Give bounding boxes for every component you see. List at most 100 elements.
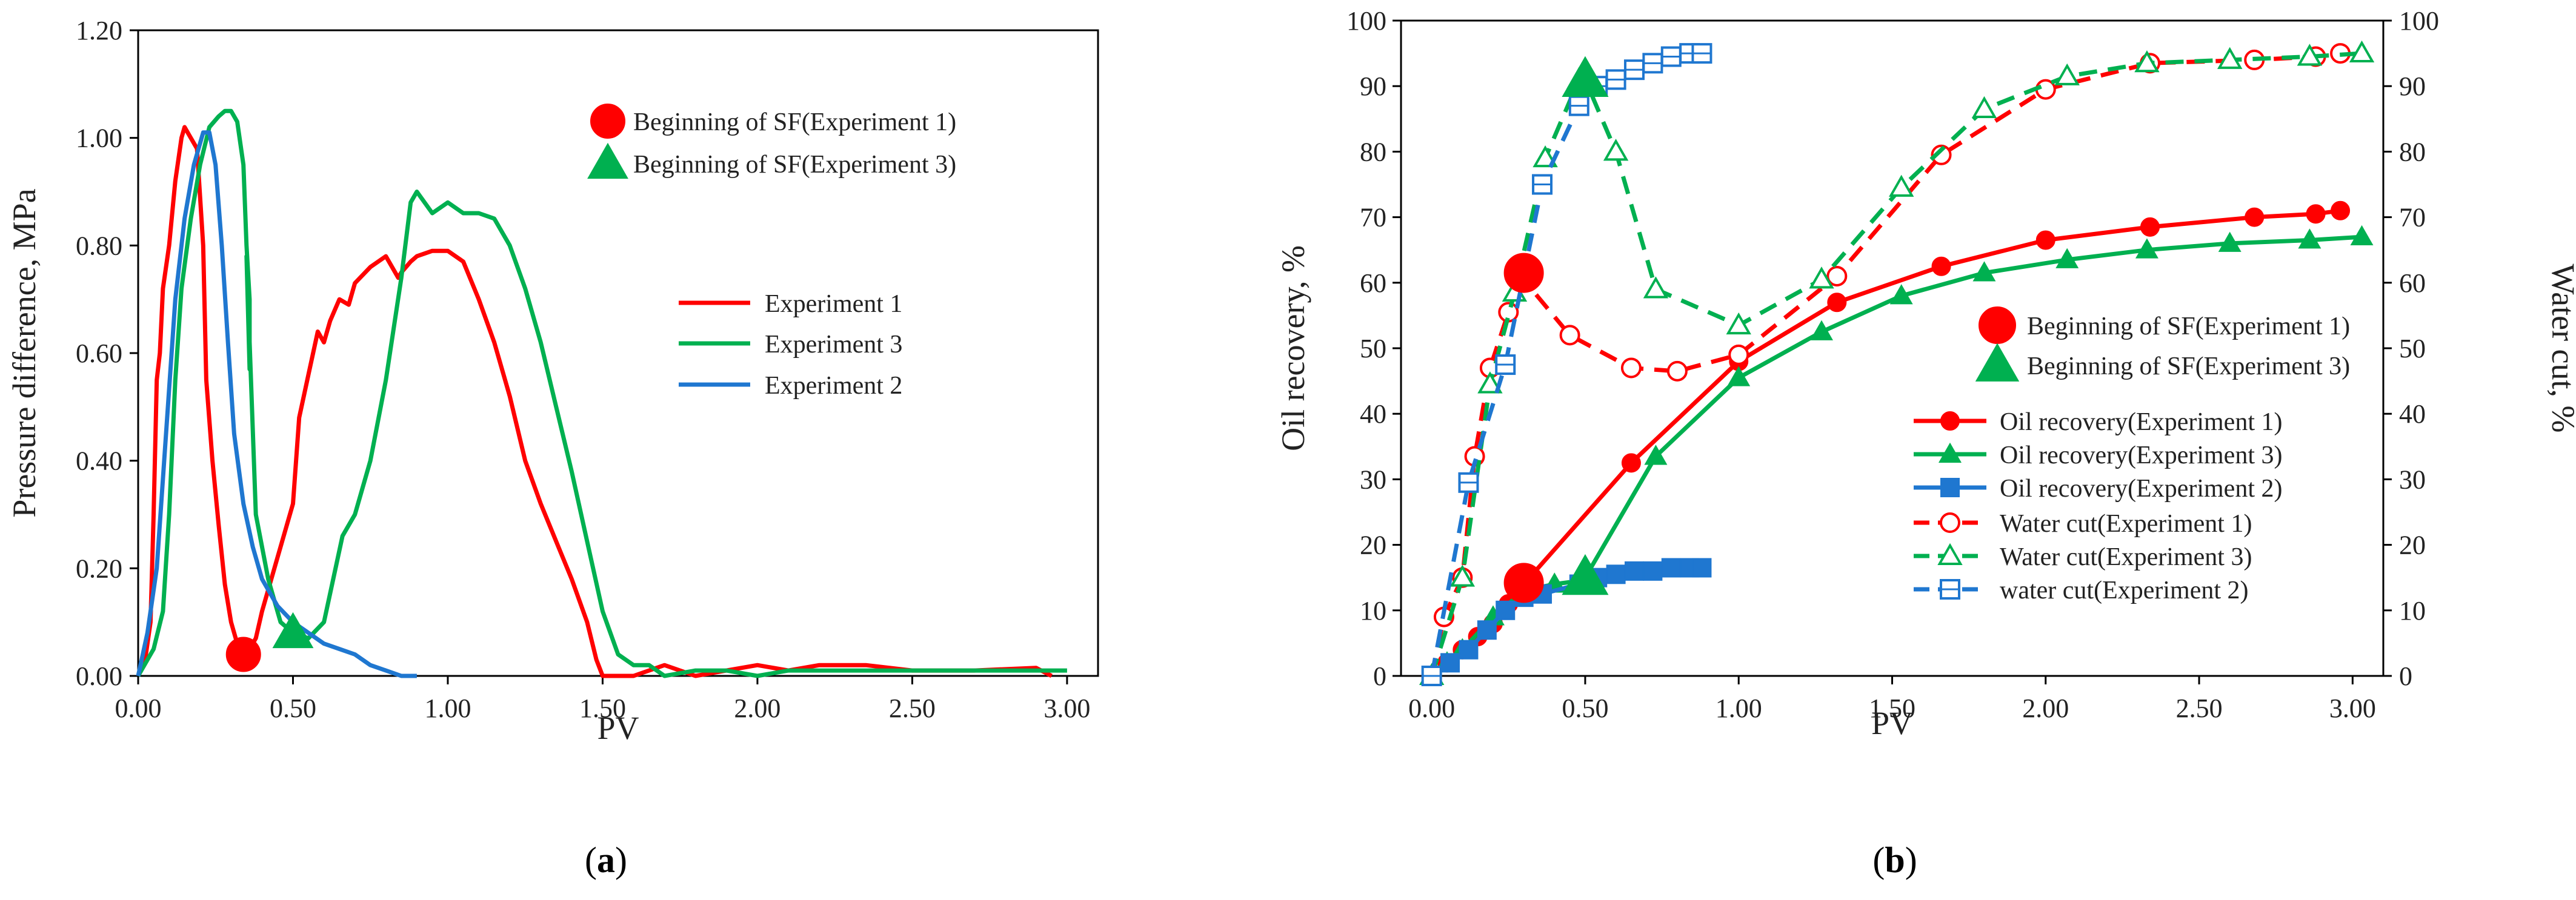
y-tick-label: 0.40 [76,446,122,476]
y2-tick-label: 100 [2399,6,2439,36]
y-tick-label: 20 [1360,531,1386,560]
data-point [1889,174,1914,197]
data-point [2297,44,2323,66]
legend-label: Beginning of SF(Experiment 3) [2027,352,2350,380]
data-point [1477,371,1503,394]
sf-start-marker [1562,554,1609,595]
data-point [2035,230,2055,250]
panel-label-b: (b) [1872,840,1917,880]
data-point [1726,312,1751,335]
sf-start-marker [1503,563,1544,603]
data-point [1440,653,1460,673]
data-point [2218,231,2242,252]
y-tick-label: 80 [1360,137,1386,167]
legend-label: Experiment 3 [765,331,902,359]
legend-label: Oil recovery(Experiment 2) [2000,475,2282,503]
y-tick-label: 0.60 [76,339,122,368]
data-point [2298,228,2321,249]
y-tick-label: 70 [1360,203,1386,233]
data-point [2245,207,2265,227]
data-point [1931,144,1952,165]
data-point [1559,325,1580,346]
y2-tick-label: 90 [2399,71,2426,101]
y-tick-label: 100 [1346,6,1386,36]
y2-tick-label: 40 [2399,399,2426,429]
sf-start-marker [1562,56,1609,97]
series-line-experiment-3 [136,108,1067,678]
data-point [2140,217,2160,237]
y-tick-label: 40 [1360,399,1386,429]
legend-marker [1940,411,1960,431]
sf-start-marker [225,637,261,672]
y-tick-label: 0 [1373,661,1386,691]
series-line [1429,51,2362,677]
data-point [1728,344,1749,365]
data-point [2331,200,2351,220]
y2-tick-label: 10 [2399,596,2426,626]
legend-label: Water cut(Experiment 1) [2000,510,2252,538]
legend-marker [1979,306,2016,344]
panel-label-a: (a) [585,840,627,880]
legend-label: Beginning of SF(Experiment 3) [633,151,956,179]
y2-tick-label: 20 [2399,531,2426,560]
data-point [1809,266,1834,289]
legend-marker [1939,442,1962,463]
legend-marker [1940,512,1960,533]
data-point [1692,558,1712,578]
data-point [1449,564,1476,587]
x-tick-label: 0.00 [115,693,162,723]
legend-marker [590,104,625,139]
data-point [1810,320,1833,340]
y-tick-label: 10 [1360,596,1386,626]
y-tick-label: 30 [1360,465,1386,494]
data-point [1643,276,1669,299]
data-point [1533,145,1558,168]
y2-axis-title: Water cut, % [2545,263,2576,432]
legend-label: Experiment 1 [765,290,902,318]
x-tick-label: 0.00 [1408,693,1455,723]
legend-marker [1975,343,2020,382]
y2-tick-label: 80 [2399,137,2426,167]
data-point [1644,445,1668,465]
legend-label: water cut(Experiment 2) [2000,577,2248,604]
legend-label: Oil recovery(Experiment 1) [2000,408,2282,436]
y-tick-label: 0.00 [76,661,122,691]
data-point [1827,293,1847,313]
y2-tick-label: 70 [2399,203,2426,233]
y-axis-title: Oil recovery, % [1275,245,1311,451]
data-point [1931,256,1951,276]
legend-label: Beginning of SF(Experiment 1) [633,108,956,136]
y-axis-title: Pressure difference, MPa [6,188,42,517]
data-point [1727,366,1751,386]
y2-tick-label: 60 [2399,268,2426,298]
legend-marker [1937,543,1963,565]
y-tick-label: 0.80 [76,231,122,260]
data-point [1620,357,1642,379]
data-point [1603,139,1629,161]
data-point [1459,640,1479,660]
data-point [2306,204,2326,224]
x-tick-label: 3.00 [1043,693,1090,723]
x-tick-label: 1.50 [579,693,626,723]
y-tick-label: 0.20 [76,554,122,583]
sf-start-marker [1503,253,1544,293]
legend-marker [1940,478,1960,497]
x-tick-label: 2.00 [734,693,780,723]
legend-label: Oil recovery(Experiment 3) [2000,442,2282,469]
x-tick-label: 2.50 [889,693,936,723]
legend-marker [587,142,628,179]
data-point [2135,238,2158,259]
data-point [1826,265,1848,286]
data-point [1889,284,1913,305]
x-tick-label: 1.00 [424,693,471,723]
data-point [2134,50,2160,73]
x-tick-label: 0.50 [270,693,316,723]
data-point [2217,47,2243,69]
y2-tick-label: 0 [2399,661,2412,691]
data-point [1621,453,1641,473]
legend-label: Beginning of SF(Experiment 1) [2027,313,2350,340]
x-tick-label: 0.50 [1562,693,1608,723]
chart-b: 0.00 0.50 1.00 1.50 2.00 2.50 3.00 0 0 10 10 20 20 30… [1275,6,2576,880]
data-point [1624,561,1644,581]
x-axis-title: PV [597,710,639,746]
